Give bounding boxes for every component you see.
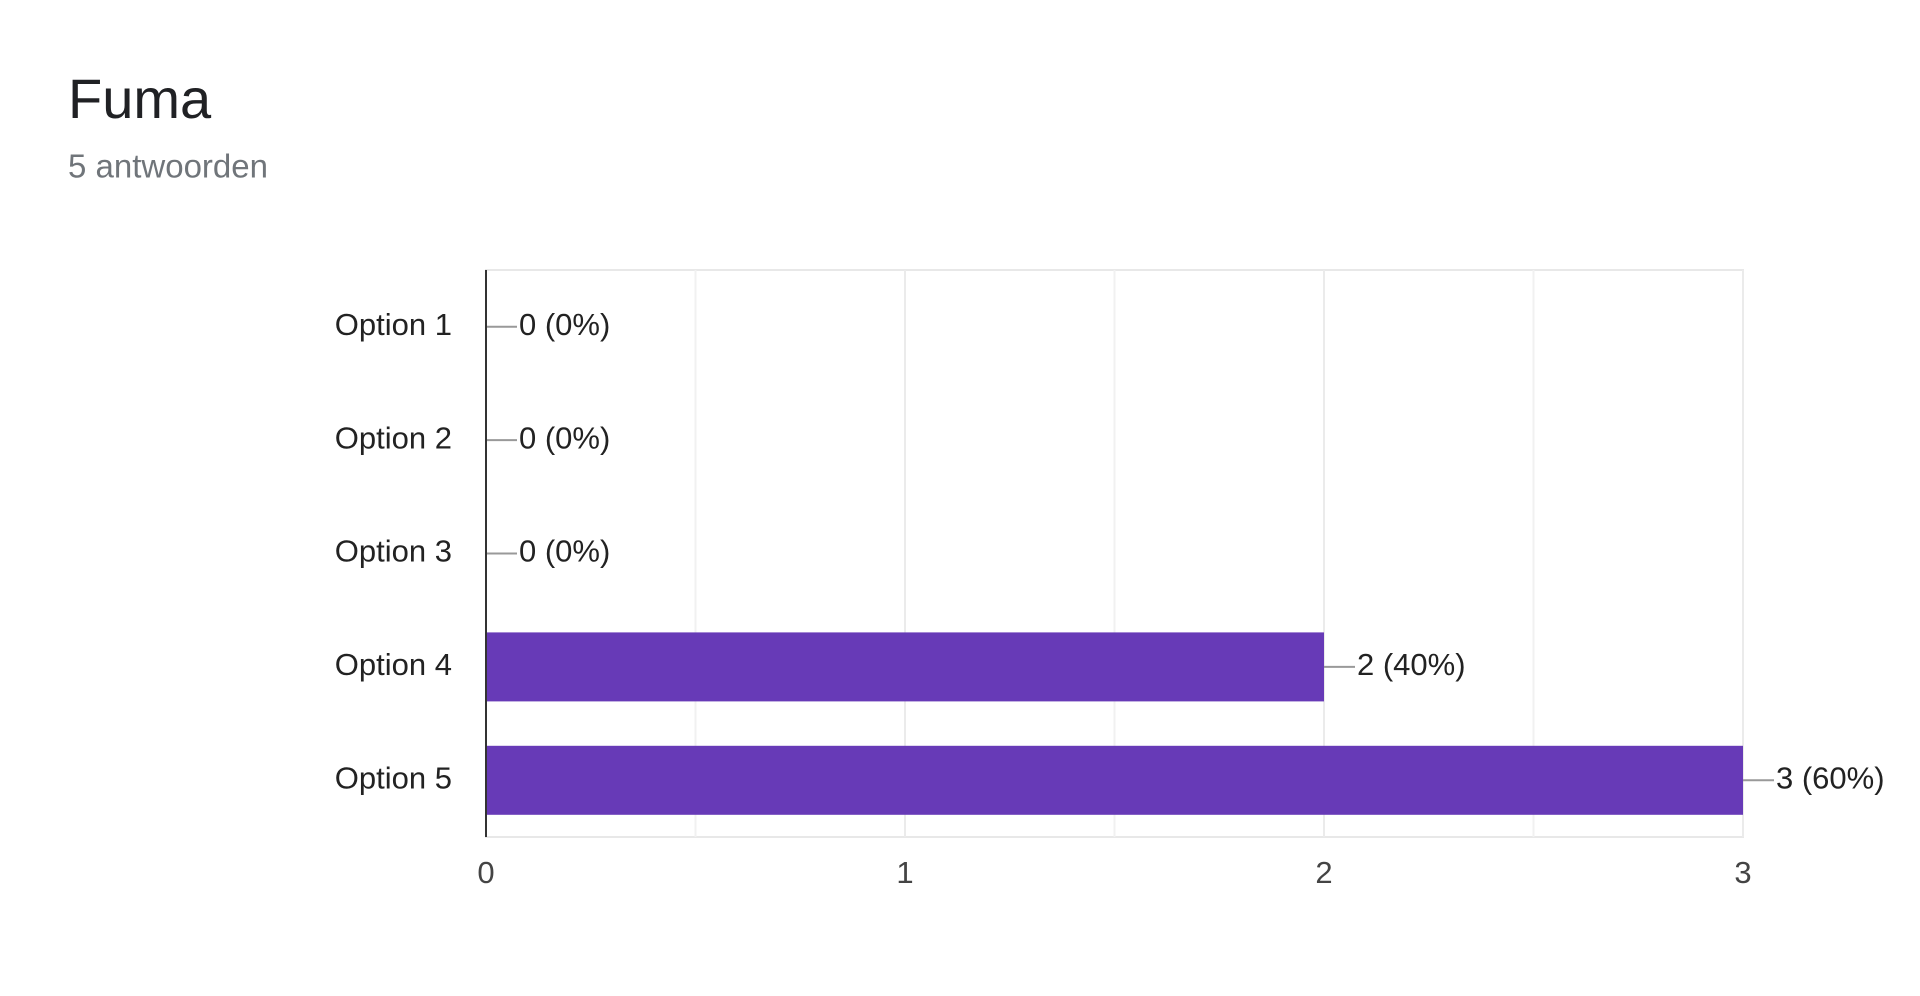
x-tick-label: 3 [1734, 855, 1751, 890]
x-tick-label: 2 [1315, 855, 1332, 890]
y-tick-label: Option 4 [335, 647, 452, 682]
y-tick-label: Option 3 [335, 534, 452, 569]
bar [486, 632, 1324, 702]
value-label: 0 (0%) [519, 534, 610, 569]
bar [486, 745, 1743, 815]
value-label: 3 (60%) [1776, 760, 1885, 795]
value-label: 0 (0%) [519, 307, 610, 342]
value-label: 0 (0%) [519, 420, 610, 455]
y-tick-label: Option 2 [335, 420, 452, 455]
chart-title: Fuma [68, 67, 212, 130]
value-label: 2 (40%) [1357, 647, 1466, 682]
y-tick-label: Option 5 [335, 760, 452, 795]
y-tick-label: Option 1 [335, 307, 452, 342]
x-tick-label: 1 [896, 855, 913, 890]
x-tick-label: 0 [477, 855, 494, 890]
chart-subtitle: 5 antwoorden [68, 148, 268, 185]
